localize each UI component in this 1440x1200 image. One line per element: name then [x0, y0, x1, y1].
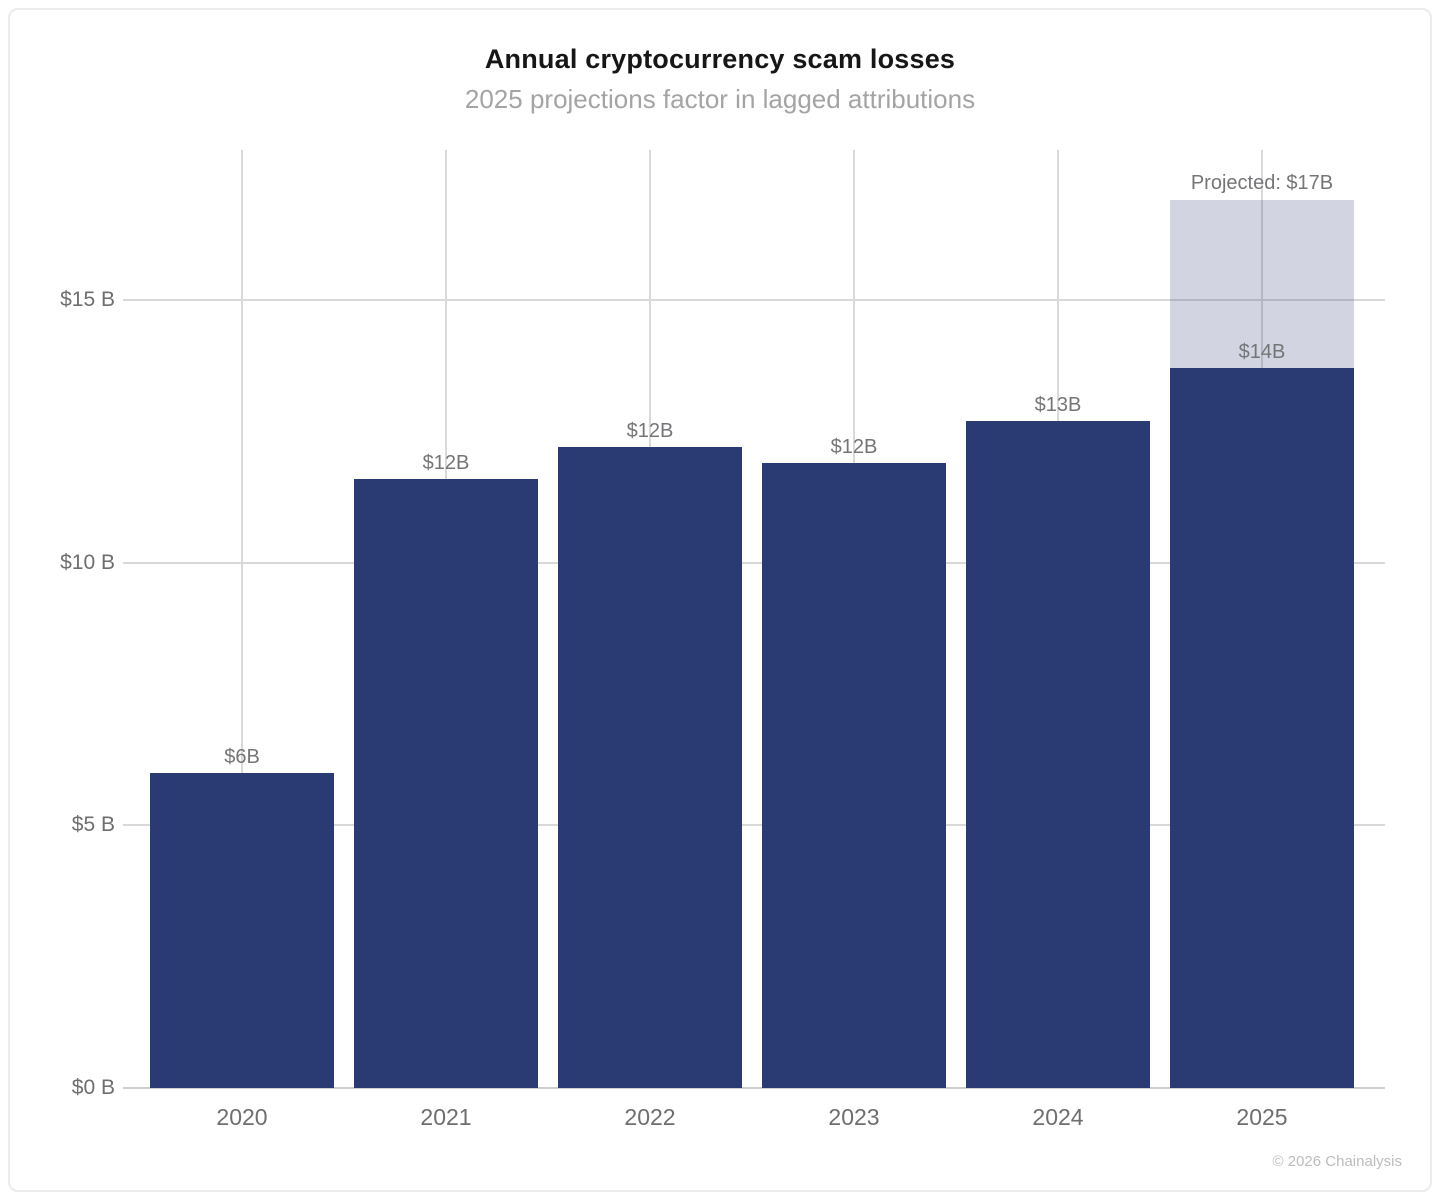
gridline-x-2020: [241, 150, 243, 1088]
gridline-y-10: [123, 561, 1385, 564]
y-axis-tick-label: $15 B: [60, 288, 115, 311]
bar-2021: [354, 478, 538, 1088]
gridline-y-15: [123, 299, 1385, 301]
y-axis-tick-label: $5 B: [71, 813, 115, 837]
bar-value-label-2022: $12B: [626, 420, 674, 443]
x-axis-tick-label: 2024: [1032, 1104, 1084, 1130]
gridline-y-5: [123, 824, 1385, 827]
bar-value-label-2023: $12B: [830, 435, 878, 458]
chart-title: Annual cryptocurrency scam losses: [484, 44, 956, 74]
bar-2025: [1170, 368, 1354, 1088]
bar-2024: [966, 420, 1150, 1088]
x-axis-tick-label: 2023: [828, 1104, 880, 1130]
y-axis-tick-label: $10 B: [60, 550, 115, 574]
x-axis-tick-label: 2020: [216, 1104, 268, 1130]
projected-total-label: Projected: $17B: [1190, 172, 1334, 195]
bar-2023: [762, 462, 946, 1088]
x-axis-tick-label: 2021: [420, 1104, 472, 1130]
x-axis-tick-label: 2025: [1236, 1104, 1288, 1130]
bar-value-label-2024: $13B: [1034, 393, 1082, 416]
chart-subtitle: 2025 projections factor in lagged attrib…: [464, 84, 976, 114]
bar-value-label-2021: $12B: [422, 451, 470, 474]
bar-value-label-2020: $6B: [224, 745, 260, 768]
bar-value-label-2025: $14B: [1238, 341, 1286, 364]
gridline-y-0: [123, 1087, 1385, 1089]
bar-2022: [558, 447, 742, 1088]
copyright-footer: © 2026 Chainalysis: [1272, 1153, 1402, 1170]
x-axis-tick-label: 2022: [624, 1104, 676, 1130]
bar-2020: [150, 772, 334, 1088]
bar-projected-2025: [1170, 200, 1354, 369]
y-axis-tick-label: $0 B: [71, 1076, 115, 1099]
